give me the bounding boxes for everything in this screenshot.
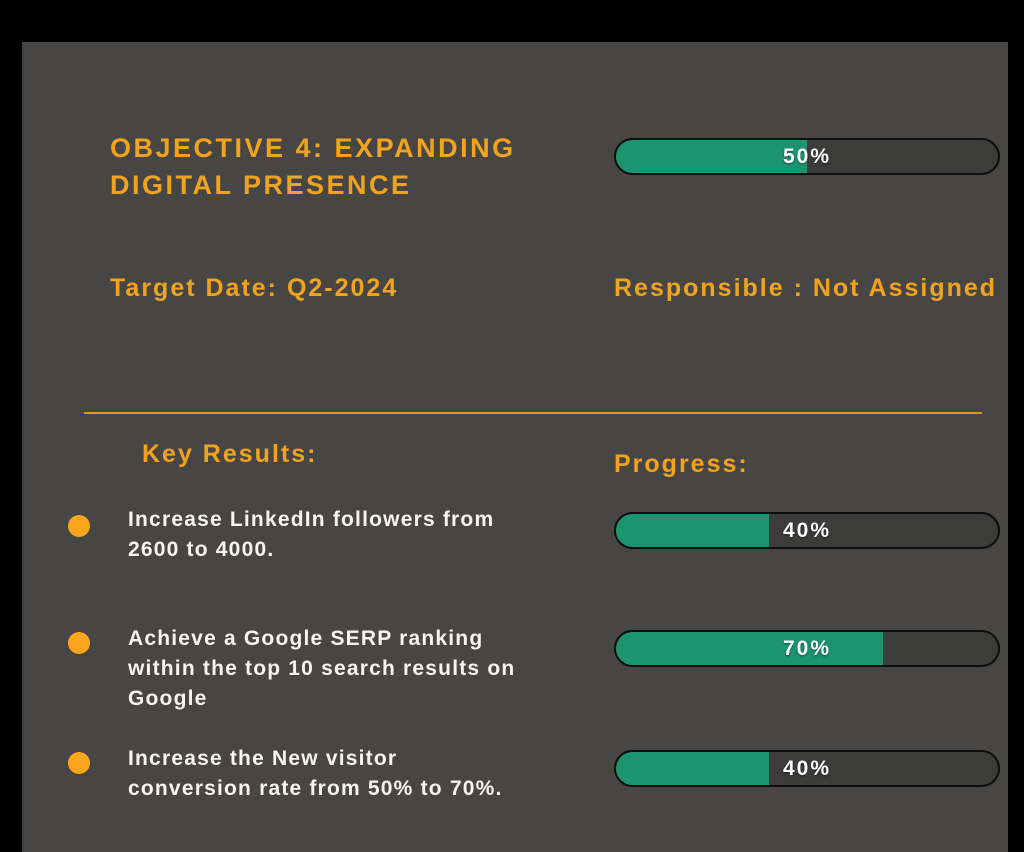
bullet-icon	[68, 515, 90, 537]
target-date-label: Target Date: Q2-2024	[110, 274, 399, 302]
key-result-text: Achieve a Google SERP ranking within the…	[128, 627, 516, 710]
bullet-icon	[68, 632, 90, 654]
key-result-progress-fill	[616, 752, 769, 785]
key-result-progress-bar: 40%	[614, 750, 1000, 787]
objective-title: OBJECTIVE 4: EXPANDING DIGITAL PRESENCE	[110, 133, 516, 200]
key-result-progress-label: 40%	[782, 756, 832, 780]
section-divider	[84, 412, 982, 414]
progress-heading: Progress:	[614, 450, 749, 478]
key-result-progress-bar: 70%	[614, 630, 1000, 667]
objective-progress-bar: 50%	[614, 138, 1000, 175]
responsible-label: Responsible : Not Assigned	[614, 274, 998, 302]
key-result-progress-bar: 40%	[614, 512, 1000, 549]
key-result-progress-label: 70%	[782, 636, 832, 660]
objective-progress-label: 50%	[782, 144, 832, 168]
key-result-progress-fill	[616, 514, 769, 547]
bullet-icon	[68, 752, 90, 774]
key-results-heading: Key Results:	[142, 440, 318, 468]
key-result-text: Increase LinkedIn followers from 2600 to…	[128, 508, 495, 561]
key-result-progress-label: 40%	[782, 518, 832, 542]
slide-background: OBJECTIVE 4: EXPANDING DIGITAL PRESENCE …	[22, 42, 1008, 852]
key-result-text: Increase the New visitor conversion rate…	[128, 747, 503, 800]
objective-progress-fill	[616, 140, 807, 173]
key-result-progress-fill	[616, 632, 884, 665]
